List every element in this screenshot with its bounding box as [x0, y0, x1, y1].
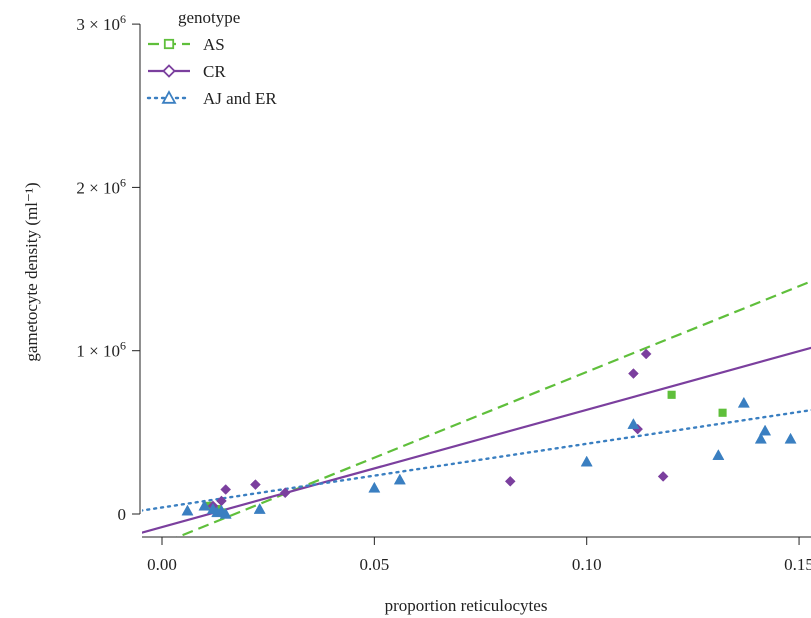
- data-point-aj-and-er: [219, 507, 232, 519]
- data-point-as: [718, 408, 727, 417]
- data-point-aj-and-er: [253, 502, 266, 514]
- data-point-cr: [220, 484, 232, 495]
- data-point-aj-and-er: [368, 481, 381, 493]
- data-point-aj-and-er: [198, 499, 211, 511]
- y-axis-title: gametocyte density (ml⁻¹): [22, 182, 41, 361]
- fit-line-cr: [142, 346, 811, 534]
- data-point-cr: [250, 479, 261, 490]
- data-point-aj-and-er: [627, 418, 640, 429]
- x-tick-label: 0.00: [147, 555, 177, 574]
- y-axis: 0 1 × 106 2 × 106 3 × 106: [76, 12, 141, 524]
- data-point-as: [667, 390, 676, 399]
- data-points: [181, 348, 797, 519]
- y-tick-label: 2 × 106: [76, 175, 126, 197]
- data-point-cr: [279, 487, 291, 499]
- legend-label-as: AS: [203, 35, 225, 54]
- legend-label-aj-and-er: AJ and ER: [203, 89, 277, 108]
- data-point-cr: [628, 368, 639, 379]
- data-point-aj-and-er: [754, 432, 767, 444]
- data-point-aj-and-er: [784, 432, 797, 444]
- data-point-aj-and-er: [181, 504, 194, 516]
- data-point-cr: [640, 348, 652, 360]
- x-axis: 0.000.050.100.150.200.250.30: [142, 536, 811, 574]
- x-tick-label: 0.15: [784, 555, 811, 574]
- data-point-cr: [504, 475, 516, 487]
- x-tick-label: 0.10: [572, 555, 602, 574]
- y-tick-label: 3 × 106: [76, 12, 126, 34]
- data-point-cr: [657, 471, 669, 482]
- data-point-aj-and-er: [580, 455, 593, 467]
- x-tick-label: 0.05: [359, 555, 389, 574]
- fit-line-as: [174, 280, 811, 537]
- legend-marker-as: [163, 38, 175, 50]
- legend-marker-aj-and-er: [161, 90, 177, 104]
- x-axis-title: proportion reticulocytes: [385, 596, 548, 615]
- data-point-aj-and-er: [393, 473, 406, 485]
- y-tick-label: 0: [118, 505, 127, 524]
- data-point-aj-and-er: [759, 424, 772, 436]
- legend-marker-cr: [162, 64, 176, 78]
- data-point-aj-and-er: [712, 449, 725, 460]
- data-point-aj-and-er: [737, 396, 750, 408]
- legend-label-cr: CR: [203, 62, 226, 81]
- fit-lines: [142, 280, 811, 537]
- y-tick-label: 1 × 106: [76, 339, 126, 361]
- legend-title: genotype: [178, 8, 240, 27]
- legend: genotype AS CR AJ and ER: [146, 8, 277, 108]
- fit-line-aj-and-er: [142, 408, 811, 512]
